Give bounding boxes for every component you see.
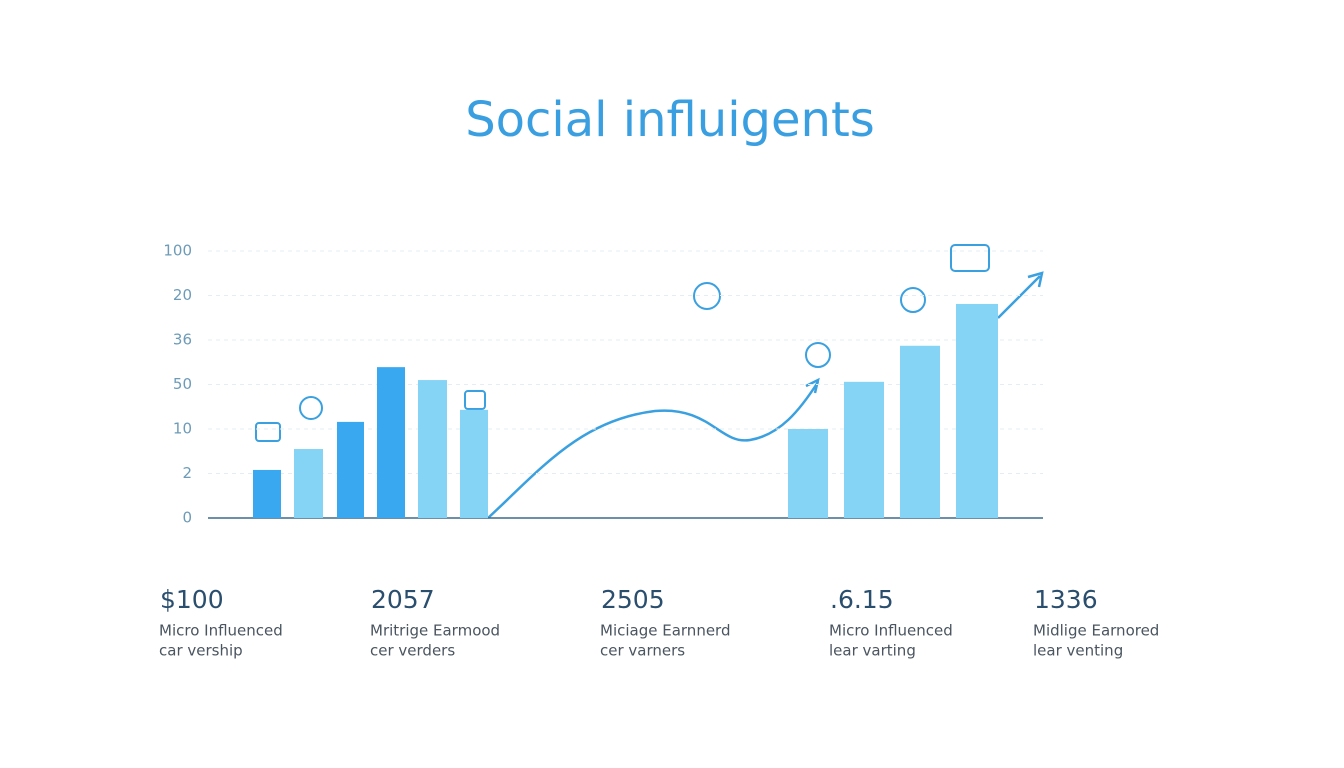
stat-value: .6.15: [830, 585, 894, 614]
bar: [337, 421, 364, 518]
chart-title: Social influigents: [465, 92, 875, 148]
icon: [464, 390, 486, 410]
icon: [299, 396, 323, 420]
bar: [418, 380, 447, 518]
icon: [950, 244, 990, 272]
stat-value: 1336: [1034, 585, 1098, 614]
stat-label: Mritrige Earmood: [370, 622, 500, 640]
bar: [788, 429, 828, 518]
stat-label: cer varners: [600, 642, 685, 660]
y-tick-label: 50: [173, 375, 192, 393]
bar: [956, 303, 998, 518]
bar: [900, 345, 940, 518]
icon: [900, 287, 926, 313]
stat-label: car vership: [159, 642, 243, 660]
y-tick-label: 10: [173, 420, 192, 438]
stat-label: Midlige Earnored: [1033, 622, 1159, 640]
stat-value: $100: [160, 585, 224, 614]
trend-curve: [487, 381, 820, 519]
bar: [844, 381, 884, 518]
stat-label: lear varting: [829, 642, 916, 660]
stat-label: lear venting: [1033, 642, 1123, 660]
bar: [294, 449, 323, 518]
stat-label: Micro Influenced: [829, 622, 953, 640]
icon: [255, 422, 281, 442]
arrow: [997, 271, 1044, 319]
y-tick-label: 100: [163, 242, 192, 260]
y-tick-label: 0: [182, 509, 192, 527]
stat-label: Micro Influenced: [159, 622, 283, 640]
bar: [253, 469, 281, 518]
icon: [805, 342, 831, 368]
stat-label: cer verders: [370, 642, 455, 660]
bar: [377, 367, 405, 518]
y-tick-label: 20: [173, 286, 192, 304]
stat-label: Miciage Earnnerd: [600, 622, 730, 640]
decor: [255, 244, 1044, 519]
stat-value: 2057: [371, 585, 435, 614]
stat-value: 2505: [601, 585, 665, 614]
y-tick-label: 36: [173, 331, 192, 349]
bar: [460, 409, 488, 518]
y-tick-label: 2: [182, 464, 192, 482]
